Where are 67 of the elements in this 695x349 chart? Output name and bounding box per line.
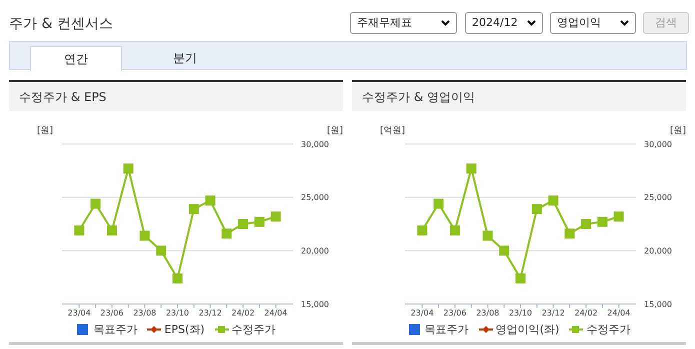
x-tick-label: 23/12 xyxy=(542,308,565,318)
x-tick-label: 24/04 xyxy=(264,308,288,318)
point xyxy=(205,196,216,206)
text: 연간 xyxy=(30,46,122,71)
text: 검색 xyxy=(643,12,689,34)
x-tick-label: 23/12 xyxy=(198,308,222,318)
y2-axis-title: [원] xyxy=(670,125,686,137)
y2-tick-label: 20,000 xyxy=(644,246,672,256)
point xyxy=(450,225,460,236)
point xyxy=(434,198,444,209)
chart-title: 수정주가 & 영업이익 xyxy=(352,80,686,111)
y-axis-title: [원] xyxy=(37,125,54,137)
y2-axis-title: [원] xyxy=(327,125,344,137)
x-tick-label: 23/08 xyxy=(476,308,500,318)
text: 주재무제표 xyxy=(350,12,457,34)
chart-title: 수정주가 & EPS xyxy=(9,80,343,111)
text: 분기 xyxy=(172,50,198,67)
y-axis-title: [억원] xyxy=(380,125,406,137)
point xyxy=(74,225,84,236)
point xyxy=(466,164,476,174)
x-tick-label: 24/02 xyxy=(232,308,255,318)
point xyxy=(581,219,592,229)
legend-label: 목표주가 xyxy=(93,322,138,337)
point xyxy=(614,212,624,222)
point xyxy=(532,204,542,214)
point xyxy=(238,219,248,229)
point xyxy=(156,246,166,256)
y2-tick-label: 25,000 xyxy=(301,193,329,202)
point xyxy=(123,164,134,174)
y2-tick-label: 15,000 xyxy=(644,300,672,309)
x-tick-label: 24/04 xyxy=(607,308,630,318)
point xyxy=(222,228,232,239)
x-tick-label: 23/06 xyxy=(100,308,124,318)
text: 영업이익 xyxy=(550,12,636,34)
x-tick-label: 23/06 xyxy=(443,308,466,318)
point xyxy=(564,228,575,239)
x-tick-label: 23/08 xyxy=(133,308,156,318)
x-tick-label: 23/10 xyxy=(508,308,532,318)
point xyxy=(106,225,117,236)
point xyxy=(188,204,199,214)
point xyxy=(90,198,101,209)
legend-label: 수정주가 xyxy=(232,322,276,337)
legend-label: 영업이익(좌) xyxy=(496,322,560,337)
x-tick-label: 23/10 xyxy=(166,308,190,318)
y2-tick-label: 15,000 xyxy=(301,300,329,309)
y2-tick-label: 30,000 xyxy=(644,140,672,149)
x-tick-label: 23/04 xyxy=(68,308,91,318)
y2-tick-label: 30,000 xyxy=(301,140,329,149)
legend-label: 수정주가 xyxy=(586,322,630,337)
text: 2024/12 xyxy=(465,12,543,34)
legend-label: EPS(좌) xyxy=(164,322,205,337)
y2-tick-label: 20,000 xyxy=(301,246,329,256)
point xyxy=(548,196,558,206)
legend-label: 목표주가 xyxy=(424,322,469,337)
point xyxy=(597,216,608,227)
point xyxy=(140,230,150,241)
x-tick-label: 23/04 xyxy=(410,308,434,318)
x-tick-label: 24/02 xyxy=(574,308,598,318)
point xyxy=(417,225,428,236)
point xyxy=(482,230,493,241)
point xyxy=(270,212,281,222)
point xyxy=(499,246,510,256)
text: 주가 & 컨센서스 xyxy=(9,15,113,33)
point xyxy=(172,273,182,284)
point xyxy=(254,216,264,227)
y2-tick-label: 25,000 xyxy=(644,193,672,202)
point xyxy=(516,273,526,284)
